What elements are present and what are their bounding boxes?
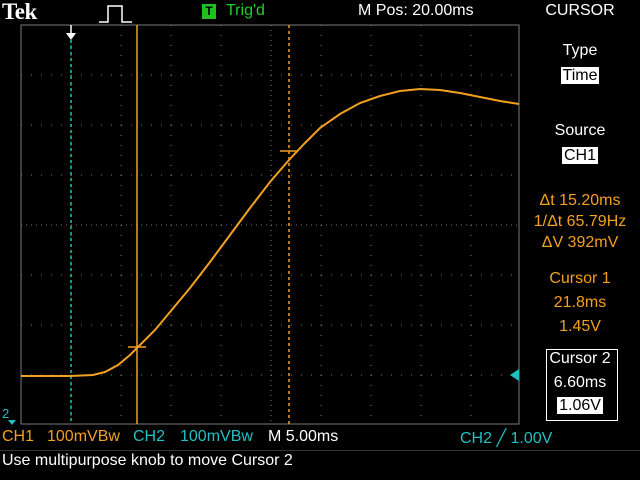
ch1-scale: 100mVBw	[47, 428, 120, 445]
cursor-2-label: Cursor 2	[549, 350, 611, 367]
graticule-border	[20, 24, 520, 425]
timebase-readout: M 5.00ms	[268, 428, 339, 445]
menu-title: CURSOR	[545, 2, 615, 19]
horizontal-position: M Pos: 20.00ms	[358, 2, 474, 19]
delta-time-readout: Δt 15.20ms	[539, 192, 621, 209]
trigger-state: Trig'd	[226, 2, 265, 19]
cursor-2-time: 6.60ms	[553, 374, 607, 391]
cursor-intersect-ticks	[128, 150, 298, 348]
graticule-horizontal-lines	[21, 74, 519, 376]
status-message: Use multipurpose knob to move Cursor 2	[2, 452, 293, 469]
ch1-label: CH1	[2, 428, 35, 445]
delta-voltage-readout: ΔV 392mV	[541, 234, 619, 251]
trigger-status-badge: T	[202, 4, 216, 19]
ch1-waveform	[21, 87, 520, 377]
acquisition-pulse-icon	[99, 5, 132, 23]
trigger-readout: CH2 ╱ 1.00V	[460, 430, 553, 447]
cursor-2-voltage: 1.06V	[557, 397, 603, 414]
cursor-1-label: Cursor 1	[549, 270, 611, 287]
svg-text:2: 2	[2, 406, 9, 421]
cursor-1-voltage: 1.45V	[559, 318, 601, 335]
ch2-ground-marker: 2	[2, 406, 16, 425]
tek-logo: Tek	[2, 0, 37, 24]
waveform-display[interactable]: 2	[0, 0, 640, 430]
type-label: Type	[562, 42, 598, 59]
type-option[interactable]: Time	[520, 67, 640, 85]
type-value: Time	[560, 67, 600, 84]
frequency-readout: 1/Δt 65.79Hz	[533, 213, 627, 230]
ch2-label: CH2	[133, 428, 166, 445]
cursor-1-time: 21.8ms	[553, 294, 607, 311]
source-value: CH1	[561, 147, 598, 164]
ch2-scale: 100mVBw	[180, 428, 253, 445]
status-separator	[0, 450, 640, 451]
trigger-position-marker	[66, 25, 76, 40]
source-option[interactable]: CH1	[520, 147, 640, 165]
source-label: Source	[554, 122, 606, 139]
trigger-level-arrow	[510, 369, 519, 381]
